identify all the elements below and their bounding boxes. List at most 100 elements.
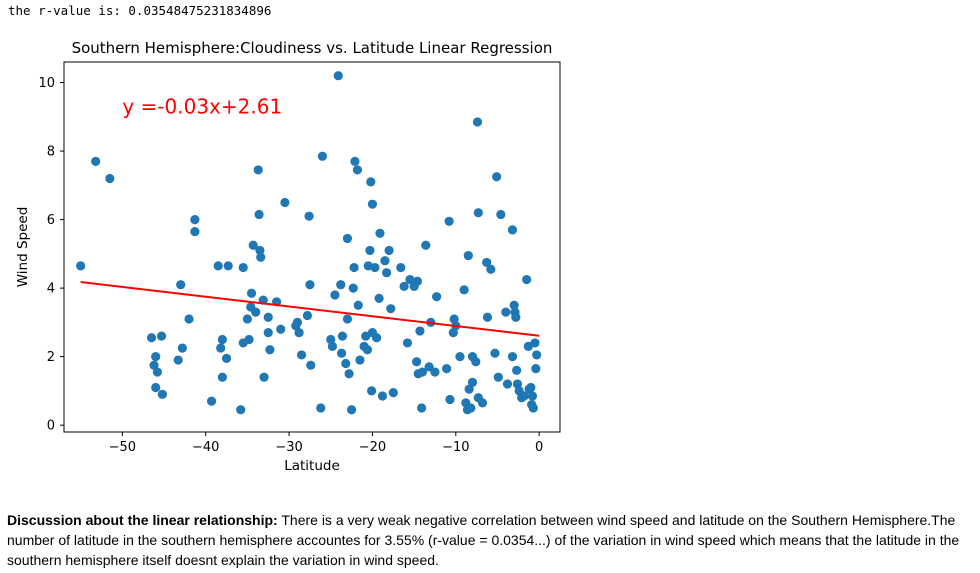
data-point	[421, 240, 431, 250]
data-point	[353, 300, 363, 310]
data-point	[444, 216, 454, 226]
data-point	[296, 350, 307, 360]
data-point	[442, 364, 452, 374]
data-point	[280, 197, 290, 208]
data-point	[377, 391, 388, 401]
data-point	[223, 261, 233, 271]
data-point	[530, 338, 540, 348]
data-point	[463, 250, 473, 261]
data-point	[430, 367, 440, 377]
data-point	[213, 261, 223, 271]
data-point	[493, 372, 503, 382]
data-point	[184, 314, 194, 324]
data-point	[337, 331, 348, 341]
data-point	[206, 396, 217, 406]
data-point	[367, 386, 377, 396]
data-point	[256, 252, 266, 262]
regression-line	[80, 281, 540, 337]
data-point	[91, 156, 101, 166]
data-point	[464, 384, 474, 394]
data-point	[248, 240, 258, 250]
data-point	[472, 117, 483, 127]
data-point	[177, 343, 187, 353]
data-point	[253, 165, 263, 175]
data-point	[152, 367, 162, 377]
data-point	[105, 173, 115, 184]
data-point	[531, 364, 541, 374]
data-point	[355, 355, 365, 365]
plot-frame	[63, 61, 561, 433]
data-point	[412, 276, 423, 286]
data-point	[415, 326, 425, 336]
data-point	[350, 156, 360, 166]
data-point	[244, 334, 254, 345]
y-axis-ticks: 0 2 4 6 8 10	[38, 76, 64, 434]
data-point	[417, 367, 428, 377]
data-point	[402, 338, 413, 348]
data-point	[327, 341, 338, 351]
data-point	[527, 391, 538, 401]
data-point	[382, 268, 392, 278]
data-point	[292, 317, 303, 327]
data-point	[528, 403, 538, 413]
data-point	[276, 324, 286, 334]
data-point	[341, 358, 351, 369]
data-point	[511, 312, 521, 322]
data-point	[405, 274, 415, 285]
data-point	[263, 312, 273, 322]
data-point	[349, 262, 359, 273]
data-point	[305, 280, 315, 290]
data-point	[259, 372, 269, 382]
data-point	[372, 333, 382, 343]
data-point	[330, 290, 340, 300]
y-tick-label: 8	[47, 145, 55, 160]
data-point	[216, 343, 226, 353]
discussion-heading: Discussion about the linear relationship…	[7, 512, 278, 528]
y-tick-label: 6	[47, 213, 55, 228]
data-point	[173, 355, 183, 365]
data-point	[352, 165, 363, 175]
data-point	[157, 389, 167, 399]
data-point	[246, 288, 257, 298]
data-point	[242, 314, 252, 324]
data-point	[384, 245, 394, 256]
regression-equation: y =-0.03x+2.61	[122, 94, 282, 118]
data-point	[482, 257, 492, 268]
x-axis-label: Latitude	[284, 458, 340, 474]
y-tick-label: 0	[47, 419, 55, 434]
x-tick-label: −30	[275, 440, 302, 455]
x-tick-label: −20	[359, 440, 386, 455]
data-point	[238, 262, 248, 273]
data-point	[445, 394, 455, 405]
data-point	[471, 357, 481, 367]
data-point	[316, 403, 326, 413]
data-point	[502, 379, 513, 389]
data-point	[455, 352, 465, 362]
data-points	[76, 71, 542, 415]
data-point	[467, 377, 478, 387]
x-axis-ticks: −50 −40 −30 −20 −10 0	[109, 432, 543, 455]
data-point	[151, 352, 161, 362]
data-point	[512, 365, 522, 375]
data-point	[490, 348, 500, 358]
data-point	[302, 310, 313, 321]
data-point	[342, 233, 353, 244]
data-point	[254, 209, 264, 220]
data-point	[333, 71, 343, 81]
data-point	[466, 403, 476, 413]
x-tick-label: −40	[192, 440, 219, 455]
y-axis-label: Wind Speed	[15, 207, 31, 288]
data-point	[217, 372, 227, 382]
data-point	[496, 209, 506, 220]
data-point	[255, 245, 265, 256]
data-point	[507, 352, 518, 362]
data-point	[236, 405, 246, 415]
data-point	[526, 382, 536, 393]
x-tick-label: 0	[535, 440, 543, 455]
data-point	[374, 293, 384, 303]
cell-output-text: the r-value is: 0.03548475231834896	[8, 3, 272, 18]
x-tick-label: −50	[109, 440, 136, 455]
data-point	[365, 245, 375, 256]
data-point	[386, 304, 396, 314]
data-point	[396, 262, 406, 273]
